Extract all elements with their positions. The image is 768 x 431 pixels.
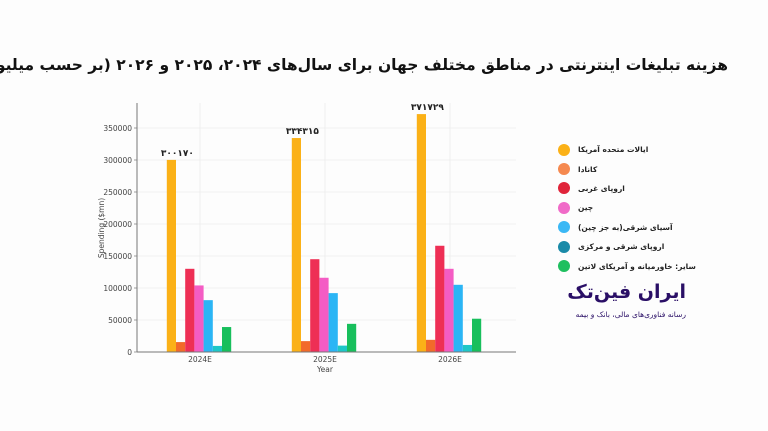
bar [426,339,436,352]
legend-swatch-icon [558,163,570,176]
bar [328,293,338,352]
y-tick-label: 0 [127,348,132,357]
legend-item: چین [558,198,698,217]
legend-item: ایالات متحده آمریکا [558,140,698,159]
legend-label: کانادا [578,164,598,174]
bar [472,318,482,352]
bar [416,114,426,352]
chart-title: هزینه تبلیغات اینترنتی در مناطق مختلف جه… [0,56,728,74]
legend-label: اروپای غربی [578,183,625,193]
bar [301,341,311,352]
bar [347,323,357,352]
bar [291,138,301,352]
legend-swatch-icon [558,201,570,214]
bar-value-label: ۳۳۴۳۱۵ [286,127,319,137]
y-tick-label: 200000 [103,220,132,229]
legend-label: سایر: خاورمیانه و آمریکای لاتین [578,261,696,271]
x-axis-label: Year [316,365,334,374]
legend-item: آسیای شرقی(به جز چین) [558,218,698,237]
y-tick-label: 300000 [103,156,132,165]
bar [185,268,195,352]
legend-label: اروپای شرقی و مرکزی [578,242,665,252]
legend-swatch-icon [558,240,570,253]
bar [194,285,204,352]
bar [453,284,463,352]
bar-value-label: ۳۷۱۷۲۹ [411,103,444,113]
bar [176,342,186,352]
y-tick-label: 350000 [103,124,132,133]
legend-item: اروپای شرقی و مرکزی [558,237,698,256]
legend-swatch-icon [558,260,570,273]
bar [444,268,454,352]
bar [462,344,472,352]
legend-swatch-icon [558,182,570,195]
bar [212,345,222,352]
y-tick-label: 50000 [108,316,132,325]
bar [319,277,329,352]
y-axis-label: Spending ($mn) [97,198,106,258]
bar [222,327,232,352]
x-tick-label: 2026E [438,355,462,364]
x-tick-label: 2024E [188,355,212,364]
legend-item: سایر: خاورمیانه و آمریکای لاتین [558,256,698,275]
bar [337,345,347,352]
legend-item: کانادا [558,159,698,178]
bar [310,259,320,352]
chart-legend: ایالات متحده آمریکا کانادا اروپای غربی چین آ… [558,140,698,276]
bar [166,159,176,352]
legend-swatch-icon [558,143,570,156]
bar [435,245,445,352]
legend-swatch-icon [558,221,570,234]
y-tick-label: 150000 [103,252,132,261]
bar-value-label: ۳۰۰۱۷۰ [161,149,194,159]
y-tick-label: 250000 [103,188,132,197]
brand-tagline: رسانه فناوری‌های مالی، بانک و بیمه [575,310,686,319]
legend-label: آسیای شرقی(به جز چین) [578,222,673,232]
y-tick-label: 100000 [103,284,132,293]
x-tick-label: 2025E [313,355,337,364]
brand-name: ایران فین‌تک [567,281,686,303]
legend-label: ایالات متحده آمریکا [578,145,649,155]
legend-item: اروپای غربی [558,179,698,198]
legend-label: چین [578,203,594,213]
brand-logo: ایران فین‌تک رسانه فناوری‌های مالی، بانک… [556,280,686,319]
bar [203,300,213,352]
